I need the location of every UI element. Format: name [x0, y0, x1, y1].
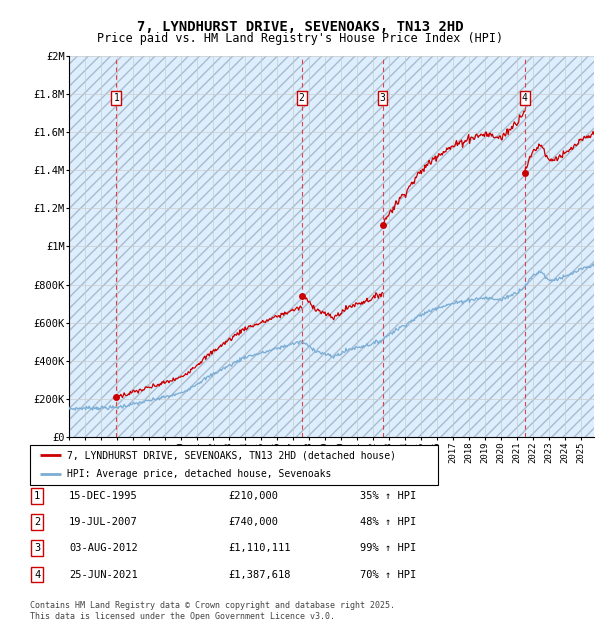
- Text: 48% ↑ HPI: 48% ↑ HPI: [360, 517, 416, 527]
- Text: £740,000: £740,000: [228, 517, 278, 527]
- Text: 25-JUN-2021: 25-JUN-2021: [69, 570, 138, 580]
- Text: 15-DEC-1995: 15-DEC-1995: [69, 491, 138, 501]
- Text: 99% ↑ HPI: 99% ↑ HPI: [360, 543, 416, 553]
- Text: 3: 3: [34, 543, 40, 553]
- Text: Contains HM Land Registry data © Crown copyright and database right 2025.
This d: Contains HM Land Registry data © Crown c…: [30, 601, 395, 620]
- Text: 7, LYNDHURST DRIVE, SEVENOAKS, TN13 2HD (detached house): 7, LYNDHURST DRIVE, SEVENOAKS, TN13 2HD …: [67, 450, 396, 461]
- Text: 19-JUL-2007: 19-JUL-2007: [69, 517, 138, 527]
- Text: 4: 4: [522, 93, 528, 103]
- Text: £1,387,618: £1,387,618: [228, 570, 290, 580]
- Text: 4: 4: [34, 570, 40, 580]
- Text: Price paid vs. HM Land Registry's House Price Index (HPI): Price paid vs. HM Land Registry's House …: [97, 32, 503, 45]
- Text: 1: 1: [34, 491, 40, 501]
- Text: 2: 2: [34, 517, 40, 527]
- Text: £210,000: £210,000: [228, 491, 278, 501]
- Text: £1,110,111: £1,110,111: [228, 543, 290, 553]
- Text: 1: 1: [113, 93, 119, 103]
- Text: 70% ↑ HPI: 70% ↑ HPI: [360, 570, 416, 580]
- Text: 35% ↑ HPI: 35% ↑ HPI: [360, 491, 416, 501]
- Text: 3: 3: [380, 93, 385, 103]
- Text: 03-AUG-2012: 03-AUG-2012: [69, 543, 138, 553]
- Text: 2: 2: [299, 93, 305, 103]
- Text: 7, LYNDHURST DRIVE, SEVENOAKS, TN13 2HD: 7, LYNDHURST DRIVE, SEVENOAKS, TN13 2HD: [137, 20, 463, 35]
- Text: HPI: Average price, detached house, Sevenoaks: HPI: Average price, detached house, Seve…: [67, 469, 331, 479]
